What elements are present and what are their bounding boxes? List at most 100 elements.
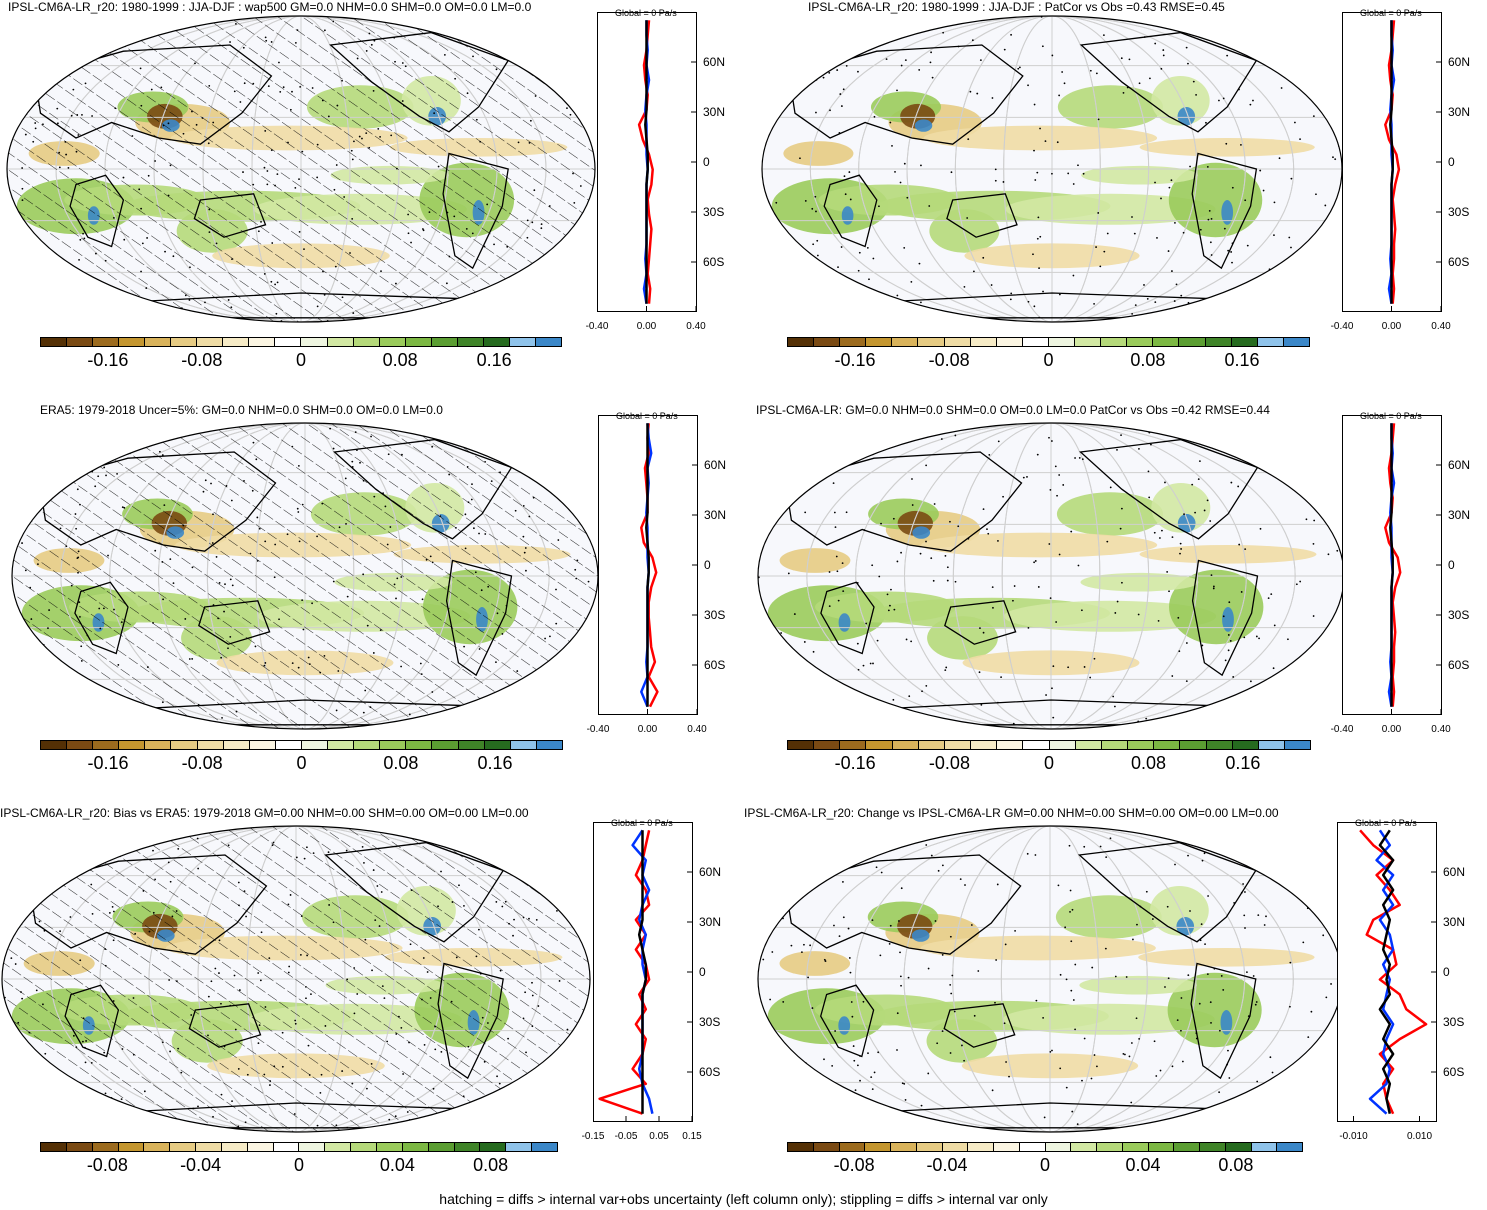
colorbar-label: -0.08 <box>181 350 223 370</box>
colorbar-swatch <box>1048 338 1076 346</box>
x-tick-label: 0.00 <box>637 724 658 735</box>
profile-title: Global = 0 Pa/s <box>615 8 677 18</box>
world-map <box>1 825 591 1133</box>
colorbar-swatch <box>971 741 998 749</box>
lat-label: 0 <box>704 558 711 572</box>
profile-title: Global = 0 Pa/s <box>1360 8 1422 18</box>
colorbar-swatch <box>480 1143 507 1151</box>
panel-title: IPSL-CM6A-LR: GM=0.0 NHM=0.0 SHM=0.0 OM=… <box>756 403 1270 417</box>
profile-title: Global = 0 Pa/s <box>616 411 678 421</box>
colorbar-label: 0.16 <box>1224 350 1260 370</box>
lat-label: 30S <box>1443 1015 1465 1029</box>
colorbar-swatch <box>788 741 815 749</box>
colorbar-swatch <box>301 338 328 346</box>
world-map <box>6 15 596 323</box>
lat-label: 30N <box>704 508 727 522</box>
colorbar-swatch <box>840 338 867 346</box>
colorbar-swatch <box>406 741 433 749</box>
colorbar-label: 0.16 <box>477 753 513 773</box>
profile-series-red <box>1384 20 1401 304</box>
colorbar-swatch <box>354 741 381 749</box>
profile-series-black <box>637 830 648 1114</box>
lat-label: 30S <box>1448 205 1470 219</box>
world-map <box>11 422 599 730</box>
colorbar-swatch <box>839 1143 866 1151</box>
colorbar-swatch <box>1277 1143 1302 1151</box>
lat-label: 60S <box>704 658 726 672</box>
lat-label: 60S <box>1448 658 1470 672</box>
colorbar-swatch <box>299 1143 326 1151</box>
map-panel-1: IPSL-CM6A-LR_r20: 1980-1999 : JJA-DJF : … <box>0 0 743 403</box>
profile-series-red <box>640 423 659 708</box>
x-tick-label: -0.05 <box>614 1131 638 1142</box>
lat-label: 0 <box>699 965 706 979</box>
colorbar-swatch <box>1122 1143 1149 1151</box>
colorbar-label: -0.08 <box>833 1155 875 1175</box>
colorbar-label: -0.16 <box>87 753 129 773</box>
colorbar-swatch <box>1205 338 1232 346</box>
colorbar-swatch <box>431 338 458 346</box>
colorbar-swatch <box>506 1143 533 1151</box>
colorbar-label: 0 <box>1043 350 1054 370</box>
profile-series-blue <box>1368 829 1395 1115</box>
lat-label: 60N <box>1448 458 1471 472</box>
colorbar-swatch <box>118 1143 145 1151</box>
profile-series-black <box>1389 423 1394 707</box>
panel-title: IPSL-CM6A-LR_r20: 1980-1999 : JJA-DJF : … <box>808 0 1225 14</box>
colorbar-swatch <box>327 338 354 346</box>
colorbar-swatch <box>93 338 120 346</box>
profile-series-black <box>645 423 650 707</box>
x-tick-label: -0.40 <box>1330 724 1354 735</box>
map-panel-3: ERA5: 1979-2018 Uncer=5%: GM=0.0 NHM=0.0… <box>0 403 743 806</box>
panel-title: IPSL-CM6A-LR_r20: Bias vs ERA5: 1979-201… <box>0 806 529 820</box>
colorbar-swatch <box>376 1143 403 1151</box>
colorbar <box>787 1142 1303 1152</box>
colorbar-swatch <box>328 741 355 749</box>
colorbar-swatch <box>454 1143 481 1151</box>
colorbar-label: -0.16 <box>834 350 876 370</box>
colorbar-label: -0.08 <box>928 753 970 773</box>
colorbar-swatch <box>428 1143 455 1151</box>
colorbar-swatch <box>1049 741 1076 749</box>
colorbar-swatch <box>1153 338 1180 346</box>
colorbar-swatch <box>1075 338 1102 346</box>
colorbar-swatch <box>1284 741 1311 749</box>
colorbar-label: -0.16 <box>87 350 129 370</box>
x-tick-label: 0.00 <box>1381 724 1402 735</box>
lat-label: 30S <box>1448 608 1470 622</box>
colorbar-swatch <box>1148 1143 1175 1151</box>
colorbar-label: 0.08 <box>1131 753 1167 773</box>
colorbar-swatch <box>1231 338 1258 346</box>
colorbar-swatch <box>67 741 94 749</box>
colorbar-swatch <box>892 741 919 749</box>
colorbar-swatch <box>1071 1143 1097 1151</box>
colorbar-label: 0 <box>1043 753 1055 773</box>
colorbar-swatch <box>402 1143 429 1151</box>
profile-plot <box>1337 822 1437 1122</box>
lat-label: 60N <box>1443 865 1466 879</box>
zonal-mean-profile: Global = 0 Pa/s 60N 30N 0 30S 60S -0.010 0.010 <box>1337 818 1465 1142</box>
colorbar-swatch <box>968 1143 994 1151</box>
colorbar-swatch <box>249 338 276 346</box>
x-tick-label: -0.15 <box>581 1131 605 1142</box>
colorbar <box>787 337 1310 347</box>
profile-series-black <box>1378 829 1395 1114</box>
lat-label: 30N <box>1448 105 1471 119</box>
colorbar <box>40 337 562 347</box>
colorbar-swatch <box>814 741 841 749</box>
lat-label: 30N <box>703 105 726 119</box>
colorbar-swatch <box>1127 338 1154 346</box>
profile-series-red <box>598 830 651 1115</box>
lat-label: 30N <box>1448 508 1471 522</box>
x-tick-label: 0.40 <box>1431 724 1451 735</box>
colorbar <box>40 1142 558 1152</box>
profile-series-red <box>1384 423 1402 707</box>
colorbar-label: 0.08 <box>383 753 419 773</box>
colorbar-swatch <box>1101 338 1128 346</box>
x-tick-label: -0.010 <box>1339 1131 1368 1142</box>
profile-title: Global = 0 Pa/s <box>1360 411 1422 421</box>
colorbar-label: 0.08 <box>1218 1155 1254 1175</box>
map-panel-6: IPSL-CM6A-LR_r20: Change vs IPSL-CM6A-LR… <box>744 806 1487 1209</box>
colorbar-swatch <box>92 1143 119 1151</box>
colorbar-label: 0.08 <box>473 1155 509 1175</box>
